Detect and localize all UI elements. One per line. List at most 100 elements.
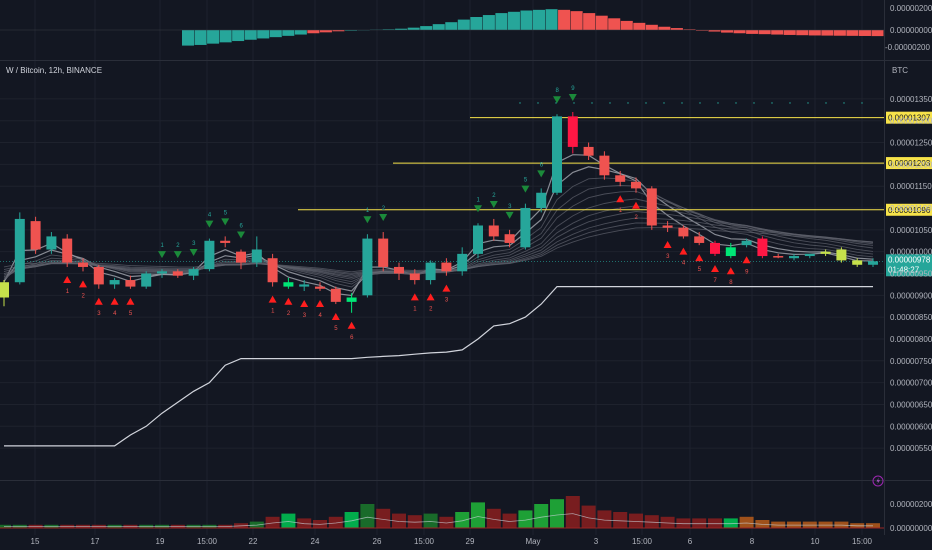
setup-count-label: 6 bbox=[240, 223, 244, 229]
price-tick-label: 0.00000650 bbox=[890, 400, 932, 409]
buy-setup-triangle bbox=[363, 216, 372, 224]
candle-body[interactable] bbox=[710, 242, 720, 254]
candle-body[interactable] bbox=[662, 225, 673, 228]
candle-body[interactable] bbox=[583, 146, 594, 156]
volume-bar bbox=[360, 504, 375, 528]
price-axis[interactable]: 0.00001350 0.00001300 0.00001250 0.00001200… bbox=[885, 4, 932, 533]
candle-body[interactable] bbox=[78, 262, 88, 267]
candle-body[interactable] bbox=[283, 282, 294, 287]
level-price-label: 0.00001307 bbox=[888, 114, 931, 123]
candle-body[interactable] bbox=[646, 188, 657, 226]
candle-body[interactable] bbox=[109, 280, 120, 285]
candle-body[interactable] bbox=[172, 271, 183, 276]
horizontal-levels[interactable]: 0.00001307 0.00001203 0.00001096 0.00000978… bbox=[0, 102, 932, 277]
candle-body[interactable] bbox=[267, 258, 278, 283]
candle-body[interactable] bbox=[757, 238, 768, 257]
candle-body[interactable] bbox=[204, 240, 215, 270]
candlestick-series[interactable] bbox=[0, 112, 878, 313]
candle-body[interactable] bbox=[425, 262, 436, 281]
volume-bar bbox=[644, 515, 659, 528]
volume-pane[interactable] bbox=[0, 496, 884, 529]
candle-body[interactable] bbox=[567, 116, 578, 147]
candle-body[interactable] bbox=[378, 238, 389, 267]
candle-body[interactable] bbox=[599, 155, 610, 176]
oscillator-bar bbox=[457, 19, 470, 30]
candle-body[interactable] bbox=[473, 225, 483, 254]
signal-dot bbox=[717, 102, 719, 104]
candle-body[interactable] bbox=[409, 273, 420, 281]
setup-count-label: 8 bbox=[729, 280, 733, 286]
candle-body[interactable] bbox=[394, 266, 404, 274]
moving-average-line bbox=[3, 217, 874, 276]
oscillator-bar bbox=[796, 30, 809, 36]
candle-body[interactable] bbox=[678, 227, 689, 237]
candle-body[interactable] bbox=[220, 240, 231, 243]
price-tick-label: 0.00001000 bbox=[890, 248, 932, 257]
signal-dot bbox=[699, 102, 701, 104]
setup-count-label: 3 bbox=[303, 313, 307, 319]
time-axis[interactable]: 15 17 19 15:00 22 24 26 15:00 29 May 3 15:00 6 8 10 15:… bbox=[31, 537, 873, 546]
sell-setup-triangle bbox=[711, 265, 719, 273]
candle-body[interactable] bbox=[552, 116, 562, 193]
candle-body[interactable] bbox=[30, 221, 41, 250]
candle-body[interactable] bbox=[188, 269, 199, 276]
candle-body[interactable] bbox=[62, 238, 73, 263]
time-tick-label: 15:00 bbox=[197, 537, 218, 546]
candle-body[interactable] bbox=[694, 236, 705, 243]
candle-body[interactable] bbox=[725, 247, 736, 257]
candle-body[interactable] bbox=[488, 225, 499, 237]
candle-body[interactable] bbox=[441, 262, 452, 272]
setup-count-label: 1 bbox=[477, 197, 481, 203]
candle-body[interactable] bbox=[836, 249, 847, 261]
candle-body[interactable] bbox=[93, 266, 104, 285]
candle-body[interactable] bbox=[536, 192, 547, 209]
candle-body[interactable] bbox=[868, 261, 878, 265]
price-tick-label: 0.00000950 bbox=[890, 270, 932, 279]
oscillator-pane[interactable] bbox=[0, 9, 884, 46]
candle-body[interactable] bbox=[14, 218, 25, 283]
signal-dot bbox=[645, 102, 647, 104]
setup-count-label: 3 bbox=[666, 254, 670, 260]
candle-body[interactable] bbox=[520, 208, 531, 248]
candle-body[interactable] bbox=[820, 251, 831, 254]
setup-count-label: 1 bbox=[619, 208, 623, 214]
oscillator-bar bbox=[570, 11, 583, 30]
buy-setup-triangle bbox=[474, 205, 482, 213]
volume-bar bbox=[739, 516, 754, 528]
sell-setup-triangle bbox=[63, 275, 72, 283]
signal-dot bbox=[681, 102, 683, 104]
candle-body[interactable] bbox=[362, 238, 373, 296]
candle-body[interactable] bbox=[789, 256, 799, 259]
lightning-icon[interactable] bbox=[872, 475, 884, 487]
candle-body[interactable] bbox=[852, 260, 863, 265]
price-tick-label: 0.00000750 bbox=[890, 357, 932, 366]
candle-body[interactable] bbox=[251, 249, 262, 263]
candle-body[interactable] bbox=[773, 256, 784, 258]
oscillator-bar bbox=[771, 30, 784, 35]
candle-body[interactable] bbox=[615, 175, 626, 182]
candle-body[interactable] bbox=[315, 286, 325, 289]
volume-bar bbox=[502, 513, 517, 528]
candle-body[interactable] bbox=[631, 181, 641, 189]
candle-body[interactable] bbox=[504, 234, 515, 243]
setup-count-label: 8 bbox=[556, 88, 560, 94]
candle-body[interactable] bbox=[804, 253, 815, 257]
candle-body[interactable] bbox=[236, 251, 246, 263]
setup-count-label: 3 bbox=[445, 298, 449, 304]
setup-count-label: 2 bbox=[429, 306, 433, 312]
candle-body[interactable] bbox=[0, 282, 9, 298]
candle-body[interactable] bbox=[346, 297, 357, 302]
candle-body[interactable] bbox=[46, 236, 57, 250]
candle-body[interactable] bbox=[741, 240, 752, 246]
candle-body[interactable] bbox=[157, 271, 167, 274]
oscillator-bar bbox=[257, 30, 270, 39]
volume-bar bbox=[471, 502, 485, 528]
candle-body[interactable] bbox=[330, 288, 341, 302]
candle-body[interactable] bbox=[125, 280, 136, 287]
oscillator-bar bbox=[620, 20, 633, 30]
time-tick-label: 15:00 bbox=[852, 537, 873, 546]
candle-body[interactable] bbox=[299, 284, 310, 287]
candle-body[interactable] bbox=[141, 273, 152, 287]
candle-body[interactable] bbox=[457, 253, 468, 272]
